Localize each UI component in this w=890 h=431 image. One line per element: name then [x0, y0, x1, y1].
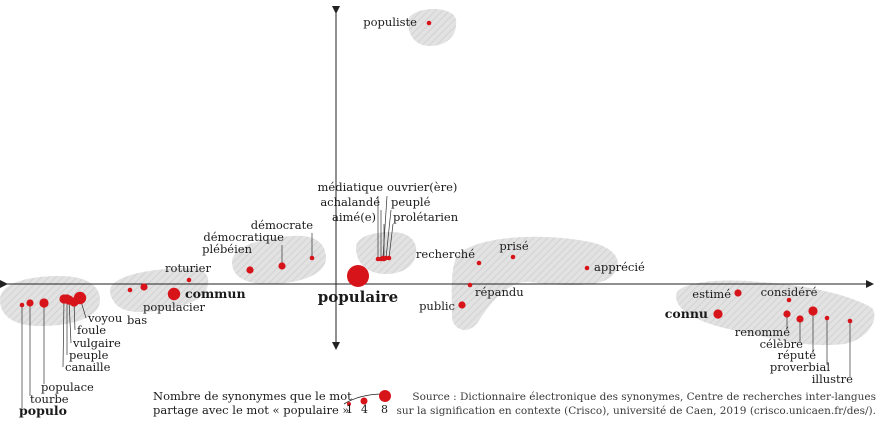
label-democrate: démocrate: [251, 218, 313, 232]
label-connu: connu: [665, 306, 708, 321]
label-apprecie: apprécié: [594, 260, 645, 274]
dot-connu: [713, 309, 723, 319]
legend-line2: partage avec le mot « populaire »: [153, 403, 349, 417]
label-peuple: peuple: [69, 348, 109, 362]
legend-value-8: 8: [381, 403, 388, 416]
dot-canaille: [59, 294, 69, 304]
label-ouvrier: ouvrier(ère): [387, 180, 457, 194]
label-populacier: populacier: [143, 300, 206, 314]
label-repute: réputé: [778, 348, 817, 362]
dot-recherche: [476, 260, 482, 266]
center-dot-populaire: [347, 265, 369, 287]
leader-proletarien: [388, 223, 394, 259]
legend-value-4: 4: [361, 403, 368, 416]
label-populace: populace: [41, 380, 94, 394]
source-line1: Source : Dictionnaire électronique des s…: [412, 391, 876, 403]
dot-populiste: [426, 20, 432, 26]
leader-canaille: [62, 298, 65, 368]
dot-estime: [734, 289, 742, 297]
dot-commun: [167, 287, 181, 301]
dot-plebeien: [246, 266, 254, 274]
cluster-blob: [109, 268, 209, 312]
dot-populo: [19, 302, 25, 308]
label-vulgaire: vulgaire: [72, 336, 121, 350]
label-estime: estimé: [692, 287, 731, 301]
dot-proverbial: [824, 315, 830, 321]
leader-lines: [21, 195, 851, 408]
label-aime: aimé(e): [332, 210, 376, 224]
legend-line1: Nombre de synonymes que le mot: [153, 389, 352, 403]
dot-bas: [127, 287, 133, 293]
label-public: public: [419, 299, 455, 313]
label-recherche: recherché: [416, 247, 475, 261]
dot-renomme: [783, 310, 791, 318]
dot-illustre: [847, 318, 853, 324]
label-bas: bas: [127, 313, 147, 327]
source-line2: sur la signification en contexte (Crisco…: [397, 405, 877, 417]
label-foule: foule: [77, 323, 106, 337]
dot-populacier: [140, 283, 148, 291]
cluster-blob: [676, 280, 875, 346]
label-democratique: démocratique: [203, 230, 284, 244]
cluster-blob: [232, 235, 326, 284]
legend-dot-1: [347, 402, 351, 406]
legend-dot-4: [360, 397, 368, 405]
label-celebre: célèbre: [760, 337, 804, 351]
label-commun: commun: [185, 286, 246, 301]
cluster-blobs: [0, 8, 875, 346]
label-prise: prisé: [499, 239, 528, 253]
dot-repandu: [467, 282, 473, 288]
label-populiste: populiste: [363, 15, 417, 29]
leader-ouvrier: [382, 195, 388, 259]
label-achalande: achalandé: [320, 195, 380, 209]
leader-foule: [73, 301, 76, 331]
dot-tourbe: [26, 299, 34, 307]
cluster-blob: [451, 236, 618, 330]
label-populo: populo: [19, 403, 67, 418]
leader-peuple_adj: [385, 209, 392, 259]
legend-dot-8: [379, 390, 391, 402]
cluster-blob: [356, 232, 417, 274]
dot-prise: [510, 254, 516, 260]
source-note: Source : Dictionnaire électronique des s…: [397, 391, 877, 417]
center-label-populaire: populaire: [318, 288, 398, 306]
legend-value-1: 1: [346, 403, 353, 416]
axes: [0, 6, 874, 350]
dot-democrate: [309, 255, 315, 261]
label-illustre: illustre: [812, 372, 853, 386]
cluster-blob: [0, 276, 100, 326]
dot-considere: [786, 297, 792, 303]
dot-democratique: [278, 262, 286, 270]
label-proverbial: proverbial: [770, 360, 830, 374]
label-considere: considéré: [761, 285, 818, 299]
dot-proletarien: [386, 255, 392, 261]
dot-repute: [808, 306, 818, 316]
dot-public: [458, 301, 466, 309]
word-dots: [19, 20, 853, 324]
label-canaille: canaille: [65, 360, 111, 374]
label-mediatique: médiatique: [318, 180, 384, 194]
legend: Nombre de synonymes que le mot partage a…: [153, 389, 391, 417]
word-labels: populaire populiste médiatiqueachalandéaim…: [19, 15, 853, 418]
dot-roturier: [186, 277, 192, 283]
label-peuple_adj: peuplé: [391, 195, 431, 209]
label-renomme: renommé: [735, 325, 790, 339]
dot-celebre: [796, 315, 804, 323]
label-plebeien: plébéien: [202, 242, 252, 256]
dot-populace: [39, 298, 49, 308]
label-proletarien: prolétarien: [393, 210, 459, 224]
label-tourbe: tourbe: [30, 392, 69, 406]
label-repandu: répandu: [475, 285, 524, 299]
label-voyou: voyou: [87, 311, 122, 325]
leader-vulgaire: [68, 299, 72, 344]
label-roturier: roturier: [165, 261, 211, 275]
cluster-blob: [408, 8, 457, 46]
dot-apprecie: [584, 265, 590, 271]
